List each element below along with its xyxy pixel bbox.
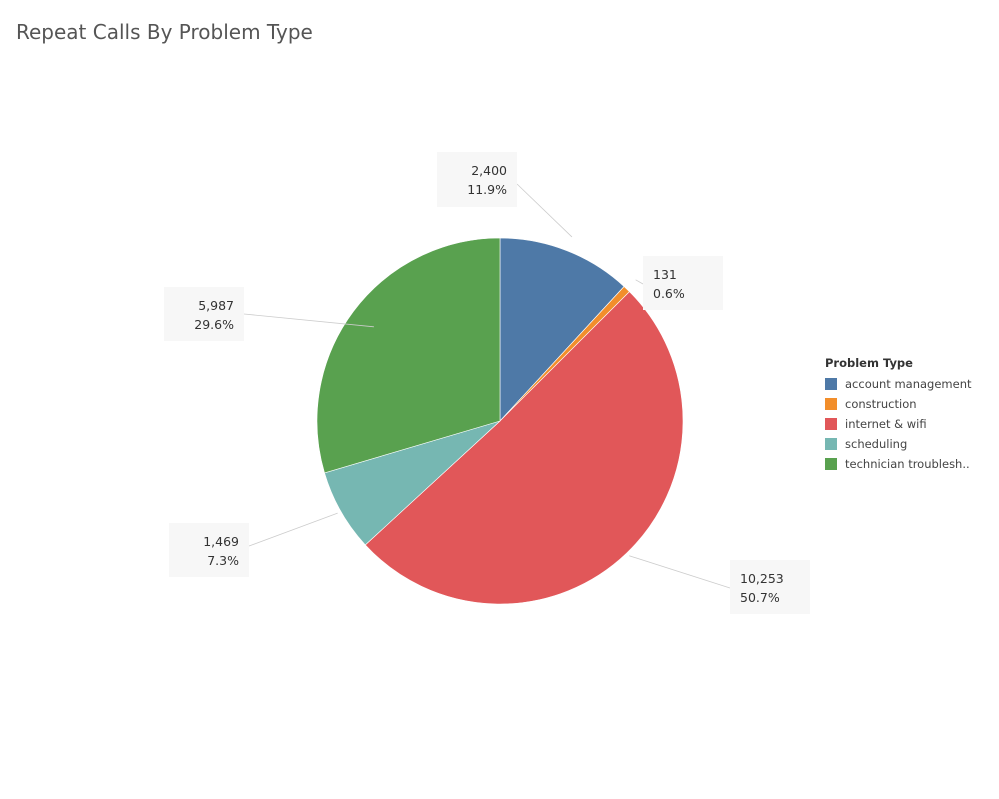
legend-label: construction	[845, 397, 917, 411]
data-label-value-internet-wifi: 10,253	[740, 571, 784, 586]
leader-line-technician-troubleshooting	[243, 313, 374, 328]
leader-line-construction	[635, 279, 644, 285]
leader-line-account-management	[516, 183, 573, 238]
legend-swatch	[825, 458, 837, 470]
legend-label: scheduling	[845, 437, 908, 451]
data-label-value-scheduling: 1,469	[203, 534, 239, 549]
pie-slice-technician-troubleshooting[interactable]	[316, 237, 501, 474]
data-labels: 2,400 11.9% 131 0.6% 10,253 50.7% 1,469 7.3% 5,9…	[164, 152, 810, 614]
legend-items: account management construction internet &…	[825, 374, 972, 474]
data-label-box-account-management	[437, 152, 517, 207]
leader-lines	[243, 183, 731, 589]
data-label-percent-technician-troubleshooting: 29.6%	[194, 317, 234, 332]
legend-swatch	[825, 438, 837, 450]
pie-slices	[316, 237, 684, 605]
legend-item-construction[interactable]: construction	[825, 394, 972, 414]
legend-item-account-management[interactable]: account management	[825, 374, 972, 394]
data-label-value-construction: 131	[653, 267, 677, 282]
legend-label: account management	[845, 377, 972, 391]
data-label-value-account-management: 2,400	[471, 163, 507, 178]
legend-label: technician troublesh..	[845, 457, 970, 471]
pie-slice-internet-wifi[interactable]	[364, 291, 684, 605]
data-label-percent-internet-wifi: 50.7%	[740, 590, 780, 605]
data-label-box-construction	[643, 256, 723, 310]
legend-label: internet & wifi	[845, 417, 927, 431]
legend-swatch	[825, 378, 837, 390]
data-label-value-technician-troubleshooting: 5,987	[198, 298, 234, 313]
legend-item-technician-troubleshooting[interactable]: technician troublesh..	[825, 454, 972, 474]
pie-slice-account-management[interactable]	[499, 237, 625, 422]
legend-title: Problem Type	[825, 356, 913, 370]
legend-swatch	[825, 398, 837, 410]
leader-line-internet-wifi	[629, 555, 731, 589]
data-label-percent-scheduling: 7.3%	[207, 553, 239, 568]
chart-title: Repeat Calls By Problem Type	[16, 20, 313, 44]
data-label-percent-account-management: 11.9%	[467, 182, 507, 197]
data-label-percent-construction: 0.6%	[653, 286, 685, 301]
legend-swatch	[825, 418, 837, 430]
leader-line-scheduling	[248, 512, 338, 547]
legend: Problem Type account management construct…	[825, 356, 972, 474]
legend-item-internet-wifi[interactable]: internet & wifi	[825, 414, 972, 434]
legend-item-scheduling[interactable]: scheduling	[825, 434, 972, 454]
data-label-box-technician-troubleshooting	[164, 287, 244, 341]
data-label-box-scheduling	[169, 523, 249, 577]
data-label-box-internet-wifi	[730, 560, 810, 614]
